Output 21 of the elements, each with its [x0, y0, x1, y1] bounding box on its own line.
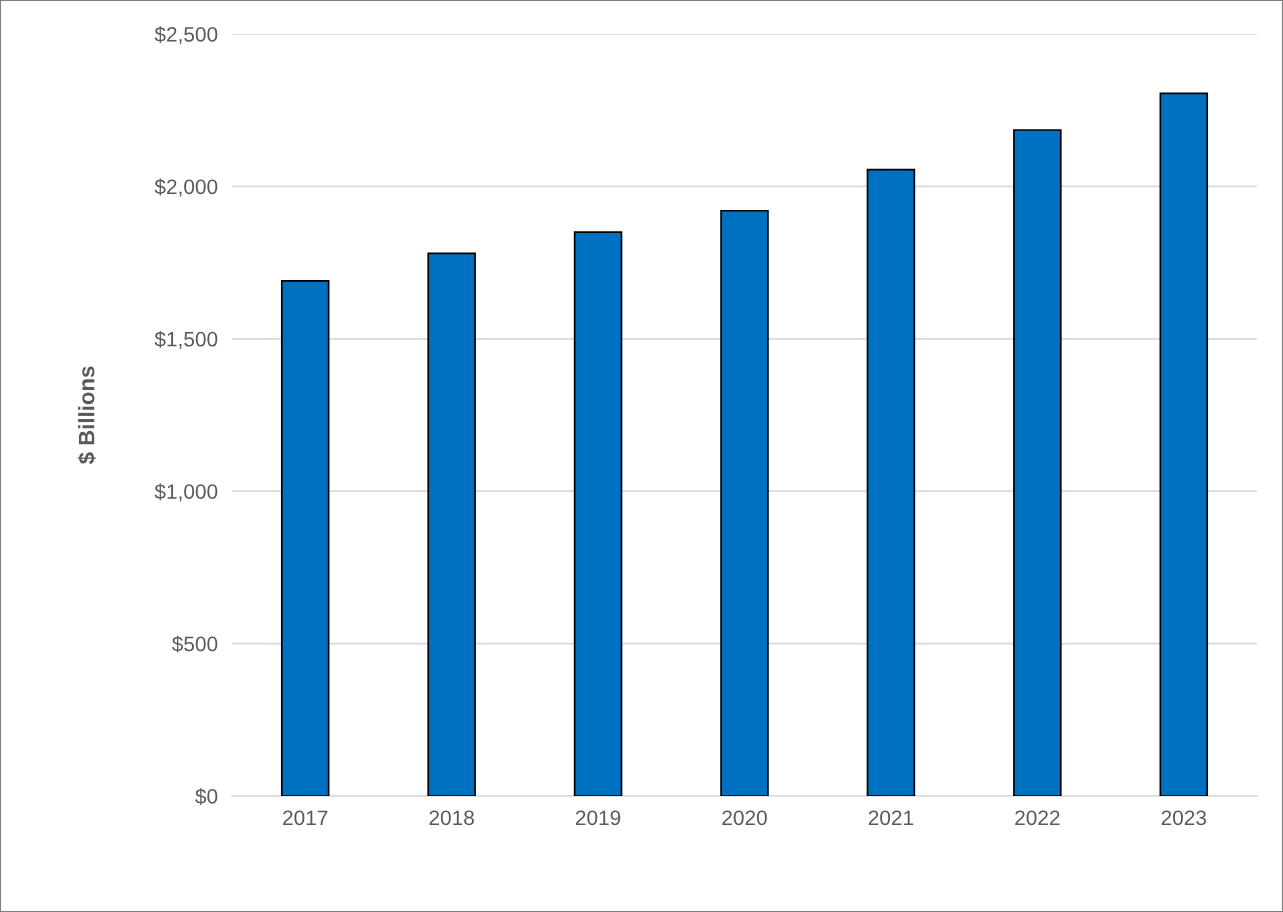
bar [866, 168, 916, 796]
y-axis-title: $ Billions [77, 366, 96, 465]
bar [280, 280, 330, 796]
bar [720, 209, 769, 796]
y-tick-label: $0 [195, 788, 218, 805]
x-tick-label: 2017 [283, 810, 328, 826]
y-tick-label: $1,500 [154, 330, 218, 350]
x-tick-label: 2021 [868, 810, 914, 826]
y-tick-label: $2,000 [154, 178, 218, 197]
x-tick-label: 2023 [1161, 810, 1207, 826]
bar [1159, 92, 1209, 796]
y-tick-label: $500 [171, 635, 218, 653]
y-tick-label: $2,500 [154, 26, 218, 45]
bar [573, 231, 623, 796]
x-tick-label: 2020 [722, 810, 767, 826]
x-tick-label: 2019 [575, 810, 621, 826]
bar [427, 252, 476, 796]
bar [1013, 129, 1062, 796]
y-tick-label: $1,000 [154, 483, 218, 502]
x-tick-label: 2022 [1015, 810, 1060, 826]
x-tick-label: 2018 [429, 810, 474, 826]
